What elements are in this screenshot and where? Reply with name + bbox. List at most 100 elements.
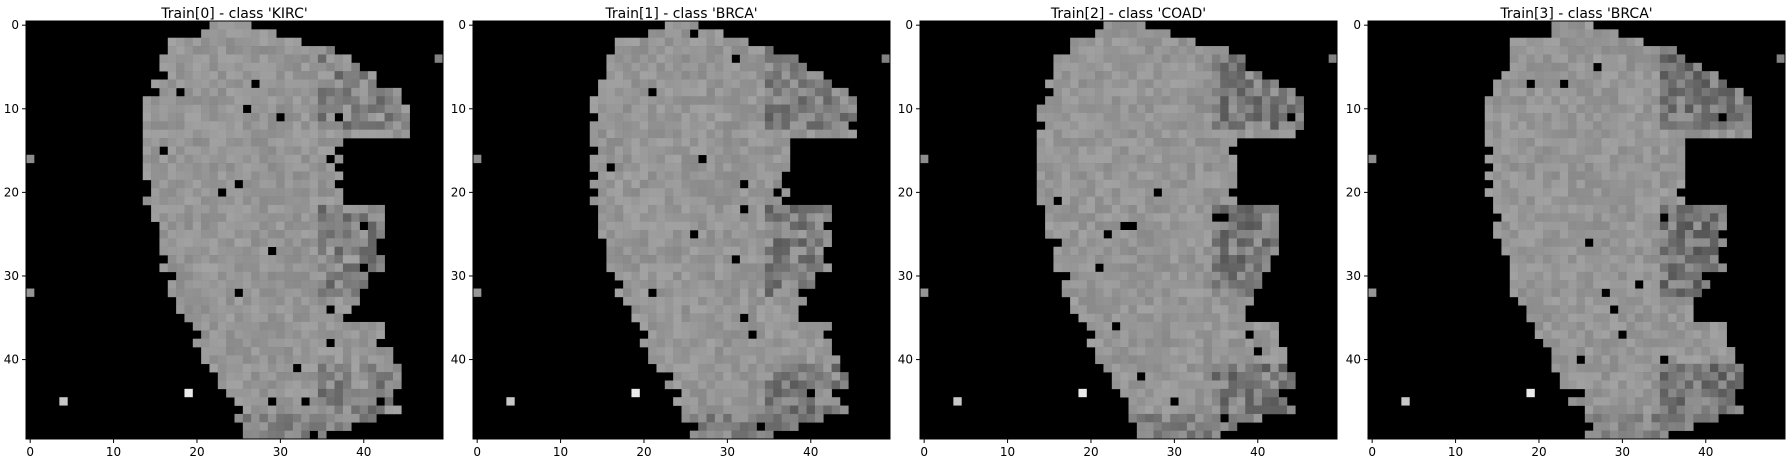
pixel [1659, 171, 1669, 181]
pixel [1128, 138, 1138, 147]
pixel [681, 230, 691, 239]
pixel [334, 422, 344, 431]
pixel [1211, 422, 1221, 431]
pixel [714, 87, 724, 97]
pixel [267, 163, 277, 172]
pixel [1111, 179, 1121, 189]
pixel [242, 405, 252, 415]
pixel [806, 71, 816, 80]
pixel [276, 230, 285, 239]
pixel [1186, 71, 1196, 80]
pixel [334, 71, 344, 80]
pixel [1534, 288, 1544, 298]
pixel [1568, 54, 1577, 64]
pixel [1626, 288, 1636, 298]
pixel [1228, 405, 1238, 415]
pixel [1078, 388, 1087, 398]
pixel [1195, 104, 1204, 114]
pixel [606, 154, 616, 164]
pixel [359, 388, 369, 398]
pixel [1501, 171, 1511, 181]
pixel [1111, 288, 1121, 298]
x-tick-label: 20 [636, 445, 651, 459]
pixel [1659, 271, 1669, 281]
pixel [226, 171, 235, 181]
pixel [1203, 313, 1213, 323]
pixel [184, 37, 194, 47]
pixel [242, 163, 252, 172]
pixel [631, 71, 641, 80]
pixel [631, 238, 641, 248]
pixel [1128, 196, 1138, 206]
pixel [1061, 263, 1071, 273]
pixel [201, 154, 210, 164]
pixel [192, 171, 202, 181]
pixel [806, 355, 816, 365]
pixel [1643, 397, 1652, 406]
pixel [209, 21, 219, 30]
pixel [1509, 163, 1519, 172]
pixel [284, 112, 294, 122]
pixel [1626, 196, 1636, 206]
pixel [1061, 146, 1071, 156]
panel-3-title: Train[3] - class 'BRCA' [1499, 6, 1652, 22]
pixel [1576, 29, 1586, 39]
pixel [781, 121, 791, 130]
pixel [648, 196, 657, 206]
pixel [706, 188, 716, 197]
pixel [284, 96, 294, 105]
pixel [1676, 163, 1686, 172]
pixel [1559, 96, 1569, 105]
pixel [1701, 79, 1711, 89]
pixel [1070, 146, 1079, 156]
pixel [806, 363, 816, 373]
pixel [142, 104, 152, 114]
pixel [1543, 230, 1552, 239]
pixel [167, 112, 177, 122]
pixel [639, 271, 649, 281]
pixel [1618, 188, 1627, 197]
pixel [756, 305, 766, 314]
pixel [167, 230, 177, 239]
pixel [639, 204, 649, 214]
pixel [251, 138, 260, 147]
pixel [1195, 355, 1204, 365]
pixel [209, 79, 219, 89]
pixel [1684, 388, 1694, 398]
pixel [276, 46, 285, 55]
pixel [1161, 37, 1171, 47]
pixel [367, 104, 377, 114]
pixel [1601, 405, 1611, 415]
pixel [781, 288, 791, 298]
pixel [598, 221, 607, 231]
pixel [1593, 422, 1602, 431]
pixel [1651, 112, 1661, 122]
pixel [1701, 238, 1711, 248]
pixel [1145, 338, 1154, 348]
pixel [1726, 388, 1736, 398]
pixel [251, 54, 260, 64]
pixel [1709, 104, 1719, 114]
pixel [1220, 171, 1229, 181]
pixel [301, 204, 310, 214]
pixel [1609, 179, 1619, 189]
pixel [756, 188, 766, 197]
pixel [723, 363, 732, 373]
pixel [1153, 313, 1163, 323]
pixel [1170, 163, 1179, 172]
pixel [1501, 196, 1511, 206]
pixel [1236, 129, 1246, 139]
pixel [1593, 188, 1602, 197]
pixel [1618, 397, 1627, 406]
pixel [1693, 246, 1702, 256]
pixel [673, 372, 682, 381]
pixel [614, 138, 624, 147]
pixel [276, 154, 285, 164]
pixel [639, 230, 649, 239]
pixel [201, 62, 210, 72]
pixel [342, 230, 352, 239]
pixel [201, 163, 210, 172]
pixel [814, 79, 824, 89]
pixel [1086, 188, 1096, 197]
pixel [673, 71, 682, 80]
